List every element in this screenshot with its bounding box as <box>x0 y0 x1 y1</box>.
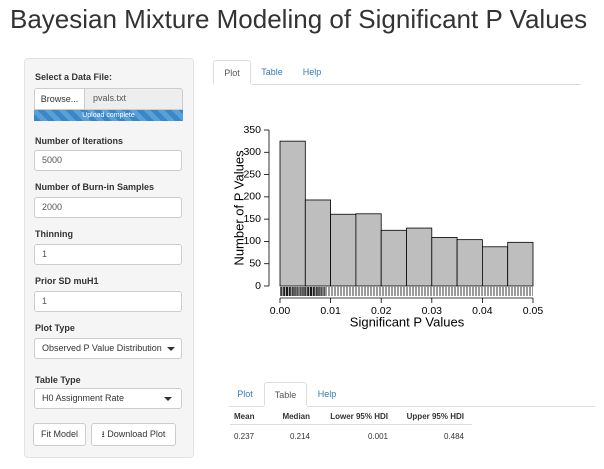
y-tick-label: 100 <box>243 235 261 247</box>
x-tick-label: 0.02 <box>371 305 392 317</box>
bar <box>380 229 407 287</box>
tab-border <box>307 406 595 407</box>
select-value: Observed P Value Distribution <box>42 343 162 353</box>
tab-border <box>229 406 264 407</box>
download-plot-button[interactable]: ⭳ Download Plot <box>91 423 176 446</box>
bar <box>431 237 458 287</box>
bar <box>355 213 382 287</box>
page-title: Bayesian Mixture Modeling of Significant… <box>10 4 588 34</box>
y-tick-label: 200 <box>243 191 261 203</box>
tab[interactable]: Plot <box>213 60 251 84</box>
tab[interactable]: Help <box>302 67 322 77</box>
input-label: Number of Iterations <box>35 136 124 146</box>
download-icon: ⭳ <box>101 429 108 439</box>
table-cell: 0.001 <box>367 432 388 441</box>
select[interactable]: Observed P Value Distribution <box>34 338 182 359</box>
file-label: Select a Data File: <box>35 72 113 82</box>
y-tick-label: 50 <box>249 257 261 269</box>
y-tick-label: 0 <box>255 280 261 292</box>
browse-button[interactable]: Browse... <box>34 88 85 110</box>
rug <box>280 287 325 296</box>
y-tick-label: 150 <box>243 213 261 225</box>
results-table: Mean Median Lower 95% HDI Upper 95% HDI 0.23… <box>230 408 472 448</box>
select-label: Plot Type <box>35 323 75 333</box>
input-label: Thinning <box>35 229 73 239</box>
text-input[interactable]: 2000 <box>34 197 182 218</box>
tab[interactable]: Table <box>261 67 283 77</box>
caret <box>164 397 172 401</box>
tab[interactable]: Help <box>317 389 337 399</box>
fit-model-button[interactable]: Fit Model <box>33 423 86 446</box>
table-header-cell: Median <box>282 412 310 421</box>
button-text: Download Plot <box>107 429 166 439</box>
rug <box>280 287 533 296</box>
input-label: Prior SD muH1 <box>35 276 99 286</box>
tab[interactable]: Plot <box>237 389 253 399</box>
x-axis-label: Significant P Values <box>350 314 465 329</box>
bar <box>456 239 483 287</box>
y-tick-label: 300 <box>243 146 261 158</box>
x-tick-label: 0.00 <box>270 305 291 317</box>
tab[interactable]: Table <box>264 382 307 406</box>
y-tick-label: 250 <box>243 168 261 180</box>
bar <box>330 213 357 287</box>
y-axis-label: Number of P Values <box>231 150 246 266</box>
table-cell: 0.237 <box>234 432 255 441</box>
chart: Number of P Values Significant P Values … <box>231 124 544 330</box>
y-tick-label: 350 <box>243 124 261 136</box>
table-rule <box>230 424 472 425</box>
bar <box>481 246 509 287</box>
text-input[interactable]: 5000 <box>34 150 182 171</box>
caret <box>167 347 175 351</box>
table-header-cell: Mean <box>234 412 255 421</box>
select-value: H0 Assignment Rate <box>42 393 125 403</box>
input-label: Number of Burn-in Samples <box>35 182 155 192</box>
upload-progress: Upload complete <box>34 110 183 121</box>
x-tick-label: 0.05 <box>523 305 544 317</box>
table-header-cell: Upper 95% HDI <box>406 412 464 421</box>
bar <box>279 140 306 287</box>
x-tick-label: 0.04 <box>472 305 493 317</box>
bar <box>304 199 332 287</box>
x-tick-label: 0.03 <box>422 305 443 317</box>
tab-border <box>251 84 581 85</box>
x-tick-label: 0.01 <box>320 305 341 317</box>
bar <box>507 241 534 287</box>
table-cell: 0.214 <box>289 432 310 441</box>
text-input[interactable]: 1 <box>34 244 182 265</box>
text-input[interactable]: 1 <box>34 291 182 312</box>
table-cell: 0.484 <box>443 432 464 441</box>
file-name: pvals.txt <box>84 88 183 110</box>
bar <box>406 227 433 287</box>
table-header-cell: Lower 95% HDI <box>330 412 388 421</box>
select[interactable]: H0 Assignment Rate <box>34 388 182 409</box>
select-label: Table Type <box>35 375 81 385</box>
